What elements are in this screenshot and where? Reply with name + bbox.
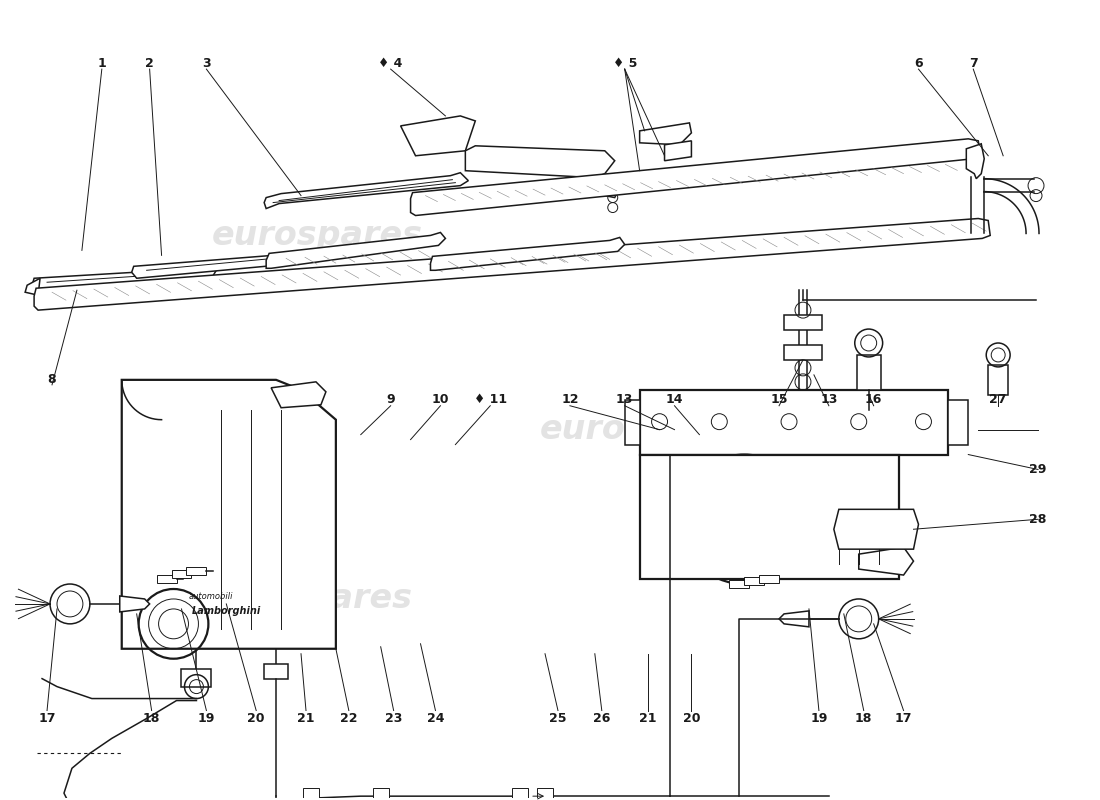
Polygon shape xyxy=(784,345,822,360)
Polygon shape xyxy=(271,382,326,408)
Polygon shape xyxy=(859,547,913,575)
Text: 7: 7 xyxy=(969,57,978,70)
Text: 17: 17 xyxy=(39,712,56,725)
Polygon shape xyxy=(465,146,615,178)
Text: 10: 10 xyxy=(431,394,449,406)
Polygon shape xyxy=(966,144,984,178)
Polygon shape xyxy=(639,123,692,145)
Text: 13: 13 xyxy=(616,394,634,406)
Polygon shape xyxy=(182,669,211,686)
Text: ♦ 4: ♦ 4 xyxy=(378,57,403,70)
Text: 18: 18 xyxy=(855,712,872,725)
Text: 3: 3 xyxy=(202,57,211,70)
Text: ♦ 5: ♦ 5 xyxy=(613,57,637,70)
Text: 19: 19 xyxy=(811,712,827,725)
Text: 20: 20 xyxy=(683,712,701,725)
Text: 25: 25 xyxy=(549,712,566,725)
Text: 12: 12 xyxy=(561,394,579,406)
Polygon shape xyxy=(664,141,692,161)
Polygon shape xyxy=(187,567,207,575)
Polygon shape xyxy=(595,174,619,198)
Text: eurospares: eurospares xyxy=(201,582,412,615)
Polygon shape xyxy=(625,400,639,445)
Text: 29: 29 xyxy=(1030,463,1047,476)
Polygon shape xyxy=(172,570,191,578)
Text: 8: 8 xyxy=(47,374,56,386)
Text: 19: 19 xyxy=(198,712,216,725)
Text: 14: 14 xyxy=(666,394,683,406)
Text: 28: 28 xyxy=(1030,513,1047,526)
Polygon shape xyxy=(729,580,749,588)
Polygon shape xyxy=(834,510,918,549)
Polygon shape xyxy=(302,788,319,800)
Text: ♦ 11: ♦ 11 xyxy=(474,394,507,406)
Polygon shape xyxy=(266,233,446,268)
Text: 9: 9 xyxy=(386,394,395,406)
Text: 13: 13 xyxy=(821,394,837,406)
Text: 16: 16 xyxy=(865,394,882,406)
Text: 21: 21 xyxy=(297,712,315,725)
Polygon shape xyxy=(264,664,288,678)
Text: 27: 27 xyxy=(989,394,1006,406)
Polygon shape xyxy=(537,788,553,800)
Polygon shape xyxy=(25,278,40,295)
Polygon shape xyxy=(513,788,528,800)
Polygon shape xyxy=(32,266,217,290)
Polygon shape xyxy=(988,365,1008,394)
Polygon shape xyxy=(759,575,779,583)
Polygon shape xyxy=(948,400,968,445)
Polygon shape xyxy=(132,250,326,278)
Text: 17: 17 xyxy=(894,712,912,725)
Text: 24: 24 xyxy=(427,712,444,725)
Polygon shape xyxy=(779,611,808,627)
Text: eurospares: eurospares xyxy=(211,219,422,252)
Polygon shape xyxy=(784,315,822,330)
Polygon shape xyxy=(34,218,990,310)
Text: 6: 6 xyxy=(914,57,923,70)
Text: 18: 18 xyxy=(143,712,161,725)
Polygon shape xyxy=(639,390,948,454)
Text: 26: 26 xyxy=(593,712,611,725)
Polygon shape xyxy=(400,116,475,156)
Polygon shape xyxy=(745,577,764,585)
Text: 22: 22 xyxy=(340,712,358,725)
Text: 15: 15 xyxy=(770,394,788,406)
Text: 2: 2 xyxy=(145,57,154,70)
Polygon shape xyxy=(430,238,625,270)
Polygon shape xyxy=(156,575,176,583)
Text: 20: 20 xyxy=(248,712,265,725)
Text: Lamborghini: Lamborghini xyxy=(191,606,261,616)
Text: 23: 23 xyxy=(385,712,403,725)
Polygon shape xyxy=(122,380,336,649)
Polygon shape xyxy=(857,355,881,390)
Polygon shape xyxy=(264,173,469,209)
Text: eurospares: eurospares xyxy=(540,413,751,446)
Text: automobili: automobili xyxy=(189,592,233,601)
Polygon shape xyxy=(373,788,388,800)
Text: 21: 21 xyxy=(639,712,657,725)
Polygon shape xyxy=(639,454,899,579)
Polygon shape xyxy=(120,596,150,612)
Text: 1: 1 xyxy=(98,57,107,70)
Polygon shape xyxy=(410,139,980,215)
